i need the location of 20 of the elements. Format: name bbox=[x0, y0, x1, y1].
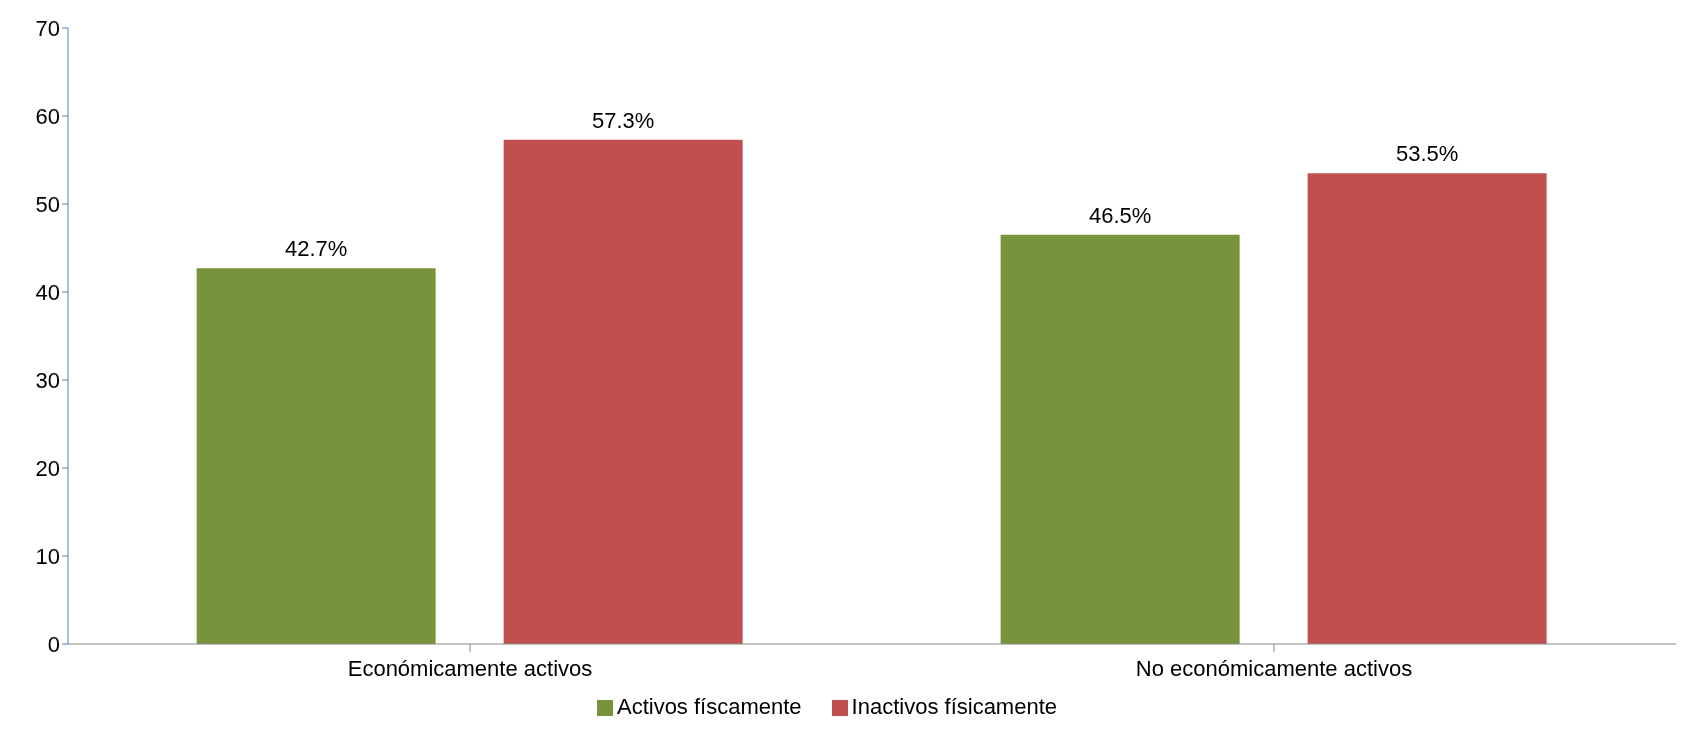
y-tick-label: 20 bbox=[35, 455, 60, 481]
y-tick-label: 40 bbox=[35, 279, 60, 305]
y-tick-label: 10 bbox=[35, 543, 60, 569]
bar bbox=[503, 139, 743, 644]
data-label: 42.7% bbox=[284, 236, 348, 262]
legend-label: Activos físcamente bbox=[616, 694, 802, 719]
x-tick-label: No económicamente activos bbox=[1135, 655, 1413, 681]
bar bbox=[1000, 234, 1240, 644]
y-tick-label: 30 bbox=[35, 367, 60, 393]
y-tick-label: 70 bbox=[35, 15, 60, 41]
legend-label: Inactivos físicamente bbox=[851, 694, 1058, 719]
y-tick-label: 0 bbox=[47, 631, 60, 657]
x-tick-label: Económicamente activos bbox=[347, 655, 593, 681]
bar bbox=[1307, 173, 1547, 644]
y-tick-label: 60 bbox=[35, 103, 60, 129]
data-label: 46.5% bbox=[1088, 202, 1152, 228]
data-label: 53.5% bbox=[1395, 141, 1459, 167]
data-label: 57.3% bbox=[591, 107, 655, 133]
y-tick-label: 50 bbox=[35, 191, 60, 217]
bar bbox=[196, 268, 436, 644]
